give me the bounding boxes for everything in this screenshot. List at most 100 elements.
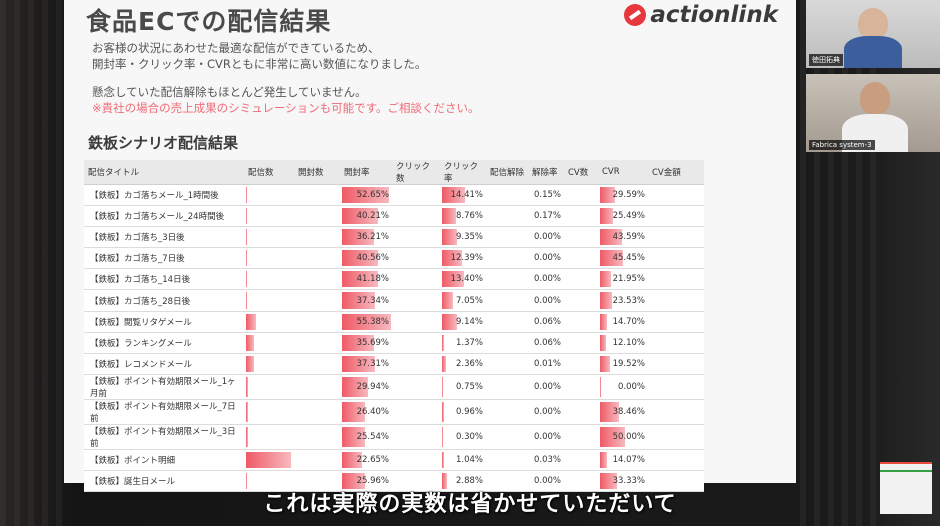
value-bar [342, 472, 365, 490]
cv-amount [648, 399, 704, 425]
cv-amount [648, 268, 704, 291]
caption-subtitle: これは実際の実数は省かせていただいて [263, 492, 677, 517]
cvr: 21.95% [598, 268, 648, 291]
value-bar [600, 426, 625, 447]
open-rate: 37.34% [340, 289, 392, 312]
cv-amount [648, 311, 704, 333]
open-rate: 25.96% [340, 470, 392, 493]
unsub-count [486, 268, 528, 291]
table-row: 【鉄板】カゴ落ちメール_1時間後 52.65% 14.41% 0.15% 29.59% [84, 184, 704, 207]
cv-amount [648, 205, 704, 228]
cvr: 29.59% [598, 184, 648, 207]
scenario-title-value: 【鉄板】カゴ落ち_3日後 [90, 233, 185, 244]
table-body: 【鉄板】カゴ落ちメール_1時間後 52.65% 14.41% 0.15% 29.59% 【… [84, 184, 704, 493]
column-header: 解除率 [528, 160, 564, 185]
click-rate-value: 7.05% [455, 295, 483, 306]
open-rate: 22.65% [340, 449, 392, 471]
table-row: 【鉄板】閲覧リタゲメール 55.38% 9.14% 0.06% 14.70% [84, 311, 704, 333]
unsub-rate: 0.00% [528, 424, 564, 450]
click-rate-value: 0.96% [455, 406, 483, 417]
value-bar [442, 355, 446, 372]
scenario-title: 【鉄板】誕生日メール [84, 470, 244, 493]
click-rate-value: 8.76% [455, 211, 483, 222]
unsub-rate-value: 0.00% [533, 381, 561, 392]
participant-name: Fabrica system-3 [809, 140, 875, 150]
click-count [392, 184, 440, 207]
cvr-value: 19.52% [612, 358, 645, 369]
unsub-rate-value: 0.00% [533, 253, 561, 264]
table-row: 【鉄板】ポイント有効期限メール_7日前 26.40% 0.96% 0.00% 38.46… [84, 399, 704, 425]
table-row: 【鉄板】レコメンドメール 37.31% 2.36% 0.01% 19.52% [84, 353, 704, 375]
unsub-count [486, 353, 528, 375]
click-count [392, 353, 440, 375]
sent-count [244, 226, 294, 249]
open-rate: 37.31% [340, 353, 392, 375]
description-line-2: 開封率・クリック率・CVRともに非常に高い数値になりました。 [92, 57, 427, 71]
unsub-count [486, 184, 528, 207]
table-row: 【鉄板】カゴ落ちメール_24時間後 40.21% 8.76% 0.17% 25.49% [84, 205, 704, 228]
click-count [392, 289, 440, 312]
unsub-rate: 0.00% [528, 399, 564, 425]
scenario-title: 【鉄板】カゴ落ち_7日後 [84, 247, 244, 270]
sent-count [244, 353, 294, 375]
open-count [294, 374, 340, 400]
click-rate-value: 0.30% [455, 431, 483, 442]
participant-face [860, 82, 890, 114]
table-row: 【鉄板】ポイント有効期限メール_3日前 25.54% 0.30% 0.00% 50.00… [84, 424, 704, 450]
cvr: 23.53% [598, 289, 648, 312]
open-rate-value: 25.54% [356, 431, 389, 442]
value-bar [342, 376, 369, 397]
click-count [392, 332, 440, 354]
click-rate-value: 2.88% [455, 475, 483, 486]
scenario-title: 【鉄板】ポイント有効期限メール_3日前 [84, 424, 244, 450]
open-count [294, 184, 340, 207]
value-bar [442, 292, 454, 309]
building-left [0, 0, 70, 526]
cv-amount [648, 226, 704, 249]
value-bar [442, 250, 462, 267]
open-rate-value: 25.96% [356, 475, 389, 486]
cvr-value: 38.46% [612, 406, 645, 417]
scenario-title: 【鉄板】ランキングメール [84, 332, 244, 354]
cv-count [564, 226, 598, 249]
click-rate: 1.37% [440, 332, 486, 354]
scenario-title: 【鉄板】カゴ落ち_3日後 [84, 226, 244, 249]
open-count [294, 399, 340, 425]
badge-header [880, 462, 932, 464]
cv-count [564, 184, 598, 207]
value-bar [442, 229, 458, 246]
click-count [392, 399, 440, 425]
open-rate: 52.65% [340, 184, 392, 207]
value-bar [342, 187, 389, 204]
value-bar [600, 451, 608, 468]
open-rate-value: 37.31% [356, 358, 389, 369]
click-rate: 0.75% [440, 374, 486, 400]
open-rate: 25.54% [340, 424, 392, 450]
sent-count [244, 247, 294, 270]
section-title: 鉄板シナリオ配信結果 [88, 134, 239, 152]
table-row: 【鉄板】カゴ落ち_28日後 37.34% 7.05% 0.00% 23.53% [84, 289, 704, 312]
open-count [294, 424, 340, 450]
unsub-count [486, 205, 528, 228]
cv-amount [648, 332, 704, 354]
scenario-title-value: 【鉄板】カゴ落ち_14日後 [90, 275, 191, 286]
cvr-value: 50.00% [612, 431, 645, 442]
event-badge [880, 462, 932, 514]
value-bar [246, 334, 254, 351]
column-header: 配信解除 [486, 160, 528, 185]
unsub-rate: 0.06% [528, 332, 564, 354]
click-rate-value: 0.75% [455, 381, 483, 392]
sent-count [244, 268, 294, 291]
click-rate-value: 2.36% [455, 358, 483, 369]
open-rate: 26.40% [340, 399, 392, 425]
table-row: 【鉄板】ランキングメール 35.69% 1.37% 0.06% 12.10% [84, 332, 704, 354]
column-header: クリック数 [392, 160, 440, 185]
value-bar [246, 187, 247, 204]
open-rate-value: 40.56% [356, 253, 389, 264]
cvr: 43.59% [598, 226, 648, 249]
cvr-value: 14.07% [612, 454, 645, 465]
value-bar [600, 472, 617, 490]
scenario-title: 【鉄板】カゴ落ちメール_24時間後 [84, 205, 244, 228]
sent-count [244, 470, 294, 493]
unsub-rate-value: 0.00% [533, 274, 561, 285]
